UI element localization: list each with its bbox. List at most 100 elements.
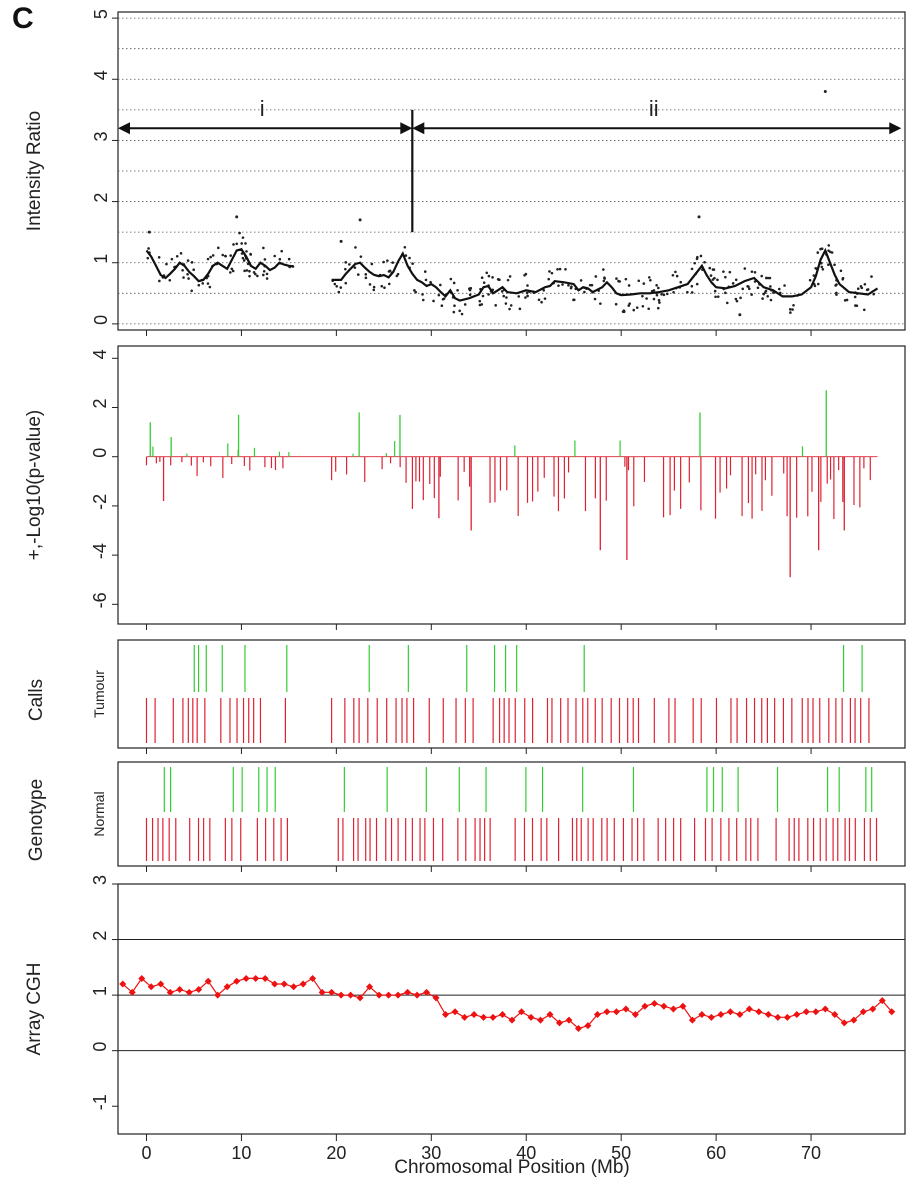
intensity-point (485, 271, 489, 275)
cgh-y-axis-label: Array CGH (24, 963, 45, 1056)
cgh-point (612, 1008, 620, 1016)
panel-label: C (12, 2, 34, 35)
intensity-point (641, 304, 645, 308)
intensity-point (344, 261, 348, 264)
intensity-point (816, 282, 820, 286)
intensity-point (168, 278, 172, 282)
intensity-point (642, 282, 646, 285)
cgh-point (223, 983, 231, 991)
intensity-point (768, 276, 772, 280)
intensity-point (647, 307, 650, 311)
intensity-point (335, 285, 339, 288)
cgh-point (688, 1016, 696, 1024)
cgh-point (736, 1011, 744, 1019)
intensity-point (839, 269, 843, 273)
intensity-point (722, 270, 725, 273)
pvalue-y-tick-label: -6 (90, 592, 110, 608)
intensity-point (820, 247, 824, 251)
intensity-point (487, 293, 490, 296)
region-arrow-right-head (889, 122, 902, 135)
intensity-point (761, 297, 764, 300)
intensity-point (190, 261, 194, 264)
intensity-point (814, 267, 817, 270)
cgh-point (641, 1002, 649, 1010)
x-tick-label: 0 (141, 1143, 151, 1163)
intensity-point (862, 308, 866, 312)
cgh-point (840, 1019, 848, 1027)
intensity-point (453, 304, 456, 307)
cgh-point (442, 1011, 450, 1019)
cgh-point (555, 1019, 563, 1027)
intensity-point (812, 274, 816, 277)
intensity-point (262, 269, 266, 273)
intensity-point (557, 284, 560, 287)
cgh-point (565, 1016, 573, 1024)
intensity-point (354, 246, 357, 249)
cgh-y-tick-label: -1 (90, 1094, 110, 1110)
cgh-point (119, 980, 127, 988)
intensity-point (356, 273, 360, 276)
intensity-point (703, 260, 706, 264)
intensity-point (432, 299, 435, 303)
intensity-point (157, 256, 161, 259)
cgh-point (461, 1013, 469, 1021)
intensity-point (242, 259, 246, 262)
intensity-point (229, 254, 232, 257)
cgh-point (764, 1011, 772, 1019)
intensity-point (170, 257, 174, 261)
intensity-point (469, 286, 473, 290)
intensity-point (658, 301, 661, 304)
intensity-point (391, 261, 395, 264)
intensity-point (491, 276, 494, 279)
intensity-outlier-point (622, 310, 626, 314)
intensity-point (524, 296, 527, 299)
intensity-point (728, 270, 732, 274)
region-arrow-left-head (118, 122, 130, 135)
intensity-point (235, 242, 239, 246)
intensity-point (523, 273, 526, 277)
intensity-point (708, 266, 712, 270)
intensity-point (791, 308, 794, 311)
intensity-point (146, 256, 150, 260)
intensity-point (508, 275, 512, 278)
intensity-point (743, 267, 747, 270)
intensity-point (231, 269, 235, 273)
cgh-point (869, 1005, 877, 1013)
intensity-point (230, 267, 234, 271)
intensity-point (602, 279, 606, 283)
cgh-point (888, 1008, 896, 1016)
intensity-point (256, 274, 259, 278)
x-tick-label: 40 (516, 1143, 536, 1163)
cgh-point (204, 977, 212, 985)
intensity-point (439, 283, 442, 287)
intensity-point (660, 292, 663, 296)
cgh-point (128, 988, 136, 996)
cgh-point (584, 1022, 592, 1030)
intensity-point (344, 267, 347, 271)
intensity-point (713, 289, 717, 293)
intensity-point (497, 278, 501, 281)
region-arrow-right-head (400, 122, 413, 135)
intensity-point (197, 283, 201, 287)
intensity-point (248, 274, 251, 278)
intensity-point (273, 254, 277, 258)
intensity-point (766, 294, 769, 298)
intensity-point (370, 262, 374, 266)
intensity-point (665, 292, 669, 296)
cgh-point (878, 997, 886, 1005)
pvalue-y-tick-label: -4 (90, 543, 110, 559)
intensity-point (364, 273, 368, 276)
intensity-point (518, 307, 522, 311)
intensity-point (753, 270, 757, 274)
intensity-point (572, 298, 575, 302)
intensity-point (353, 266, 357, 269)
intensity-point (337, 290, 341, 294)
intensity-point (588, 283, 592, 287)
intensity-point (615, 277, 618, 280)
cgh-point (499, 1011, 507, 1019)
intensity-point (872, 292, 875, 296)
intensity-point (863, 282, 867, 286)
intensity-point (714, 295, 717, 299)
intensity-point (487, 274, 491, 278)
intensity-point (505, 296, 508, 299)
